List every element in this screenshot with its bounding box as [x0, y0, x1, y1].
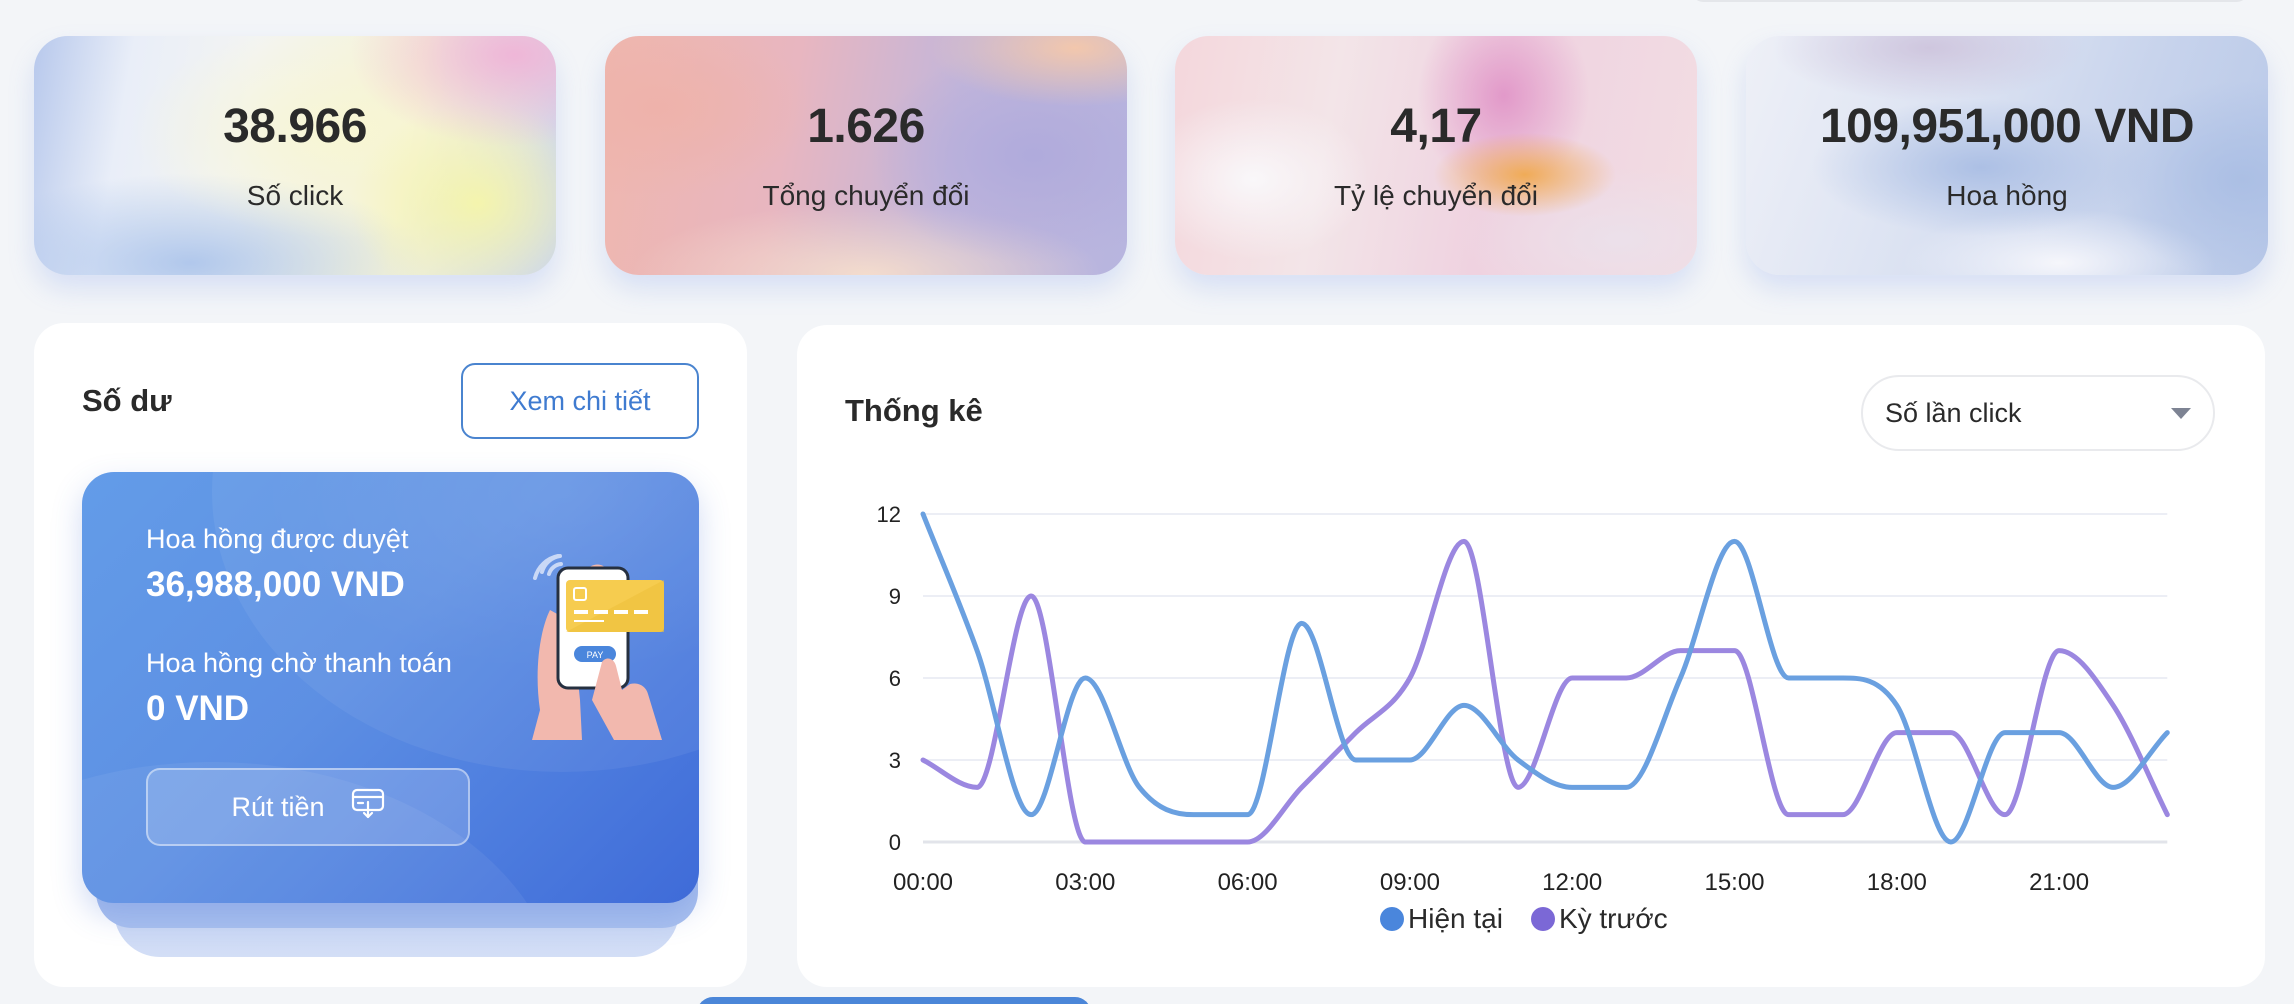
svg-text:15:00: 15:00 — [1704, 869, 1764, 896]
svg-text:6: 6 — [889, 666, 901, 691]
metric-select[interactable]: Số lần click — [1861, 375, 2215, 451]
svg-text:12:00: 12:00 — [1542, 869, 1602, 896]
stat-value: 1.626 — [807, 100, 925, 153]
svg-text:18:00: 18:00 — [1867, 869, 1927, 896]
search-bar-edge[interactable] — [1690, 0, 2250, 2]
stat-card-conversion-rate: 4,17 Tỷ lệ chuyển đổi — [1175, 36, 1697, 275]
svg-text:21:00: 21:00 — [2029, 869, 2089, 896]
pending-commission-value: 0 VND — [146, 689, 250, 728]
pending-commission-label: Hoa hồng chờ thanh toán — [146, 648, 452, 678]
bottom-action-button[interactable] — [697, 997, 1091, 1004]
statistics-panel: Thống kê Số lần click 0 3 6 9 12 00:00 03:00 06… — [797, 325, 2265, 987]
series-previous-line — [920, 538, 2170, 845]
legend-item-previous[interactable]: Kỳ trước — [1530, 903, 1668, 935]
svg-text:0: 0 — [889, 830, 901, 855]
card-withdraw-icon — [351, 788, 385, 827]
line-chart: 0 3 6 9 12 00:00 03:00 06:00 09:00 12:00 15:00 18:0… — [877, 502, 2170, 896]
balance-title: Số dư — [82, 383, 172, 418]
svg-text:12: 12 — [877, 502, 901, 527]
approved-commission-label: Hoa hồng được duyệt — [146, 524, 409, 554]
view-detail-button[interactable]: Xem chi tiết — [461, 363, 699, 439]
svg-text:09:00: 09:00 — [1380, 869, 1440, 896]
statistics-title: Thống kê — [845, 393, 983, 428]
svg-text:06:00: 06:00 — [1218, 869, 1278, 896]
legend-dot-icon — [1380, 907, 1404, 931]
legend-label: Hiện tại — [1408, 903, 1503, 934]
svg-text:9: 9 — [889, 584, 901, 609]
legend-item-current[interactable]: Hiện tại — [1380, 903, 1503, 935]
legend-dot-icon — [1530, 907, 1555, 931]
stat-label: Hoa hồng — [1946, 180, 2068, 211]
balance-card: Hoa hồng được duyệt 36,988,000 VND Hoa h… — [82, 472, 699, 903]
legend-label: Kỳ trước — [1558, 903, 1668, 934]
stat-label: Tỷ lệ chuyển đổi — [1334, 180, 1538, 211]
svg-text:PAY: PAY — [587, 650, 604, 660]
withdraw-label: Rút tiền — [231, 791, 325, 822]
stat-label: Số click — [246, 180, 344, 211]
stat-card-commission: 109,951,000 VND Hoa hồng — [1746, 36, 2268, 275]
chart-legend: Hiện tại Kỳ trước — [1380, 903, 1668, 935]
svg-text:00:00: 00:00 — [893, 869, 953, 896]
chevron-down-icon — [2171, 407, 2191, 419]
stat-card-conversions: 1.626 Tổng chuyển đổi — [605, 36, 1127, 275]
withdraw-button[interactable]: Rút tiền — [146, 768, 470, 846]
approved-commission-value: 36,988,000 VND — [146, 565, 405, 604]
mobile-payment-illustration: PAY — [522, 550, 672, 745]
balance-panel: Số dư Xem chi tiết Hoa hồng được duyệt 3… — [34, 323, 747, 987]
stat-card-clicks: 38.966 Số click — [34, 36, 556, 275]
svg-text:03:00: 03:00 — [1055, 869, 1115, 896]
series-current-line — [920, 511, 2170, 845]
stat-value: 4,17 — [1390, 100, 1482, 153]
stat-label: Tổng chuyển đổi — [762, 180, 970, 211]
stat-value: 38.966 — [223, 100, 367, 153]
svg-text:3: 3 — [889, 748, 901, 773]
stat-value: 109,951,000 VND — [1819, 100, 2195, 153]
metric-select-value: Số lần click — [1885, 397, 2022, 428]
